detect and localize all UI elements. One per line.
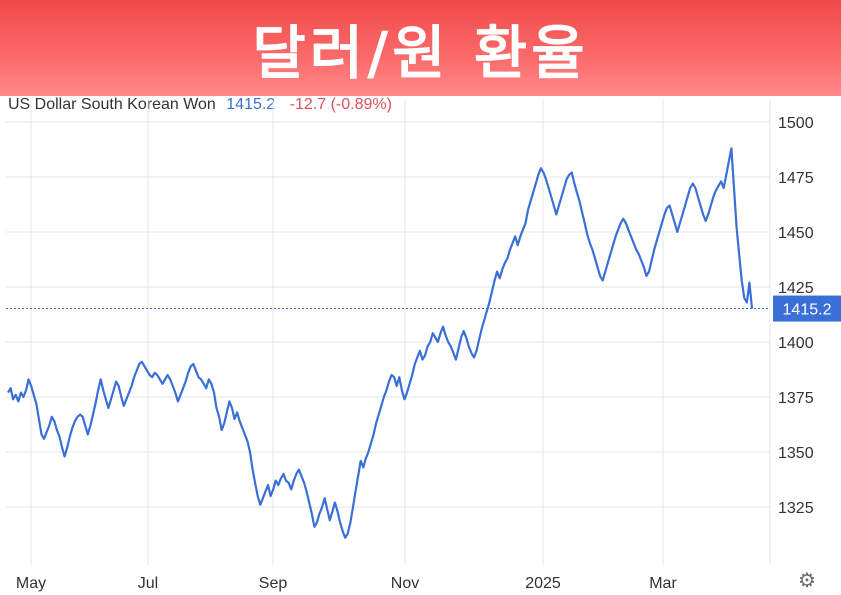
legend-last-value: 1415.2	[226, 96, 276, 113]
y-tick-label: 1350	[778, 445, 814, 462]
x-tick-label: 2025	[525, 575, 561, 592]
y-tick-label: 1500	[778, 115, 814, 132]
x-tick-label: Sep	[259, 575, 288, 592]
x-tick-label: Nov	[391, 575, 419, 592]
series-group	[7, 147, 754, 539]
y-tick-label: 1375	[778, 390, 814, 407]
series-line	[7, 147, 754, 539]
y-tick-label: 1325	[778, 500, 814, 517]
last-value-marker: 1415.2	[6, 295, 841, 322]
x-tick-label: Jul	[138, 575, 158, 592]
y-tick-label: 1450	[778, 225, 814, 242]
title-banner: 달러/원 환율	[0, 0, 841, 96]
chart-legend: US Dollar South Korean Won 1415.2 -12.7 …	[8, 96, 392, 114]
y-axis-ticks: 1500 1475 1450 1425 1400 1375 1350 1325	[778, 115, 814, 517]
x-tick-label: May	[16, 575, 46, 592]
x-axis-ticks: May Jul Sep Nov 2025 Mar	[16, 575, 678, 592]
x-tick-label: Mar	[649, 575, 677, 592]
grid-lines	[6, 100, 771, 565]
gear-icon[interactable]: ⚙	[798, 570, 816, 592]
last-value-badge-label: 1415.2	[783, 302, 832, 319]
y-tick-label: 1425	[778, 280, 814, 297]
banner-title: 달러/원 환율	[252, 19, 589, 87]
legend-change: -12.7 (-0.89%)	[289, 96, 392, 113]
y-tick-label: 1475	[778, 170, 814, 187]
legend-series-name: US Dollar South Korean Won	[8, 96, 216, 113]
y-tick-label: 1400	[778, 335, 814, 352]
last-value-badge	[773, 295, 841, 322]
